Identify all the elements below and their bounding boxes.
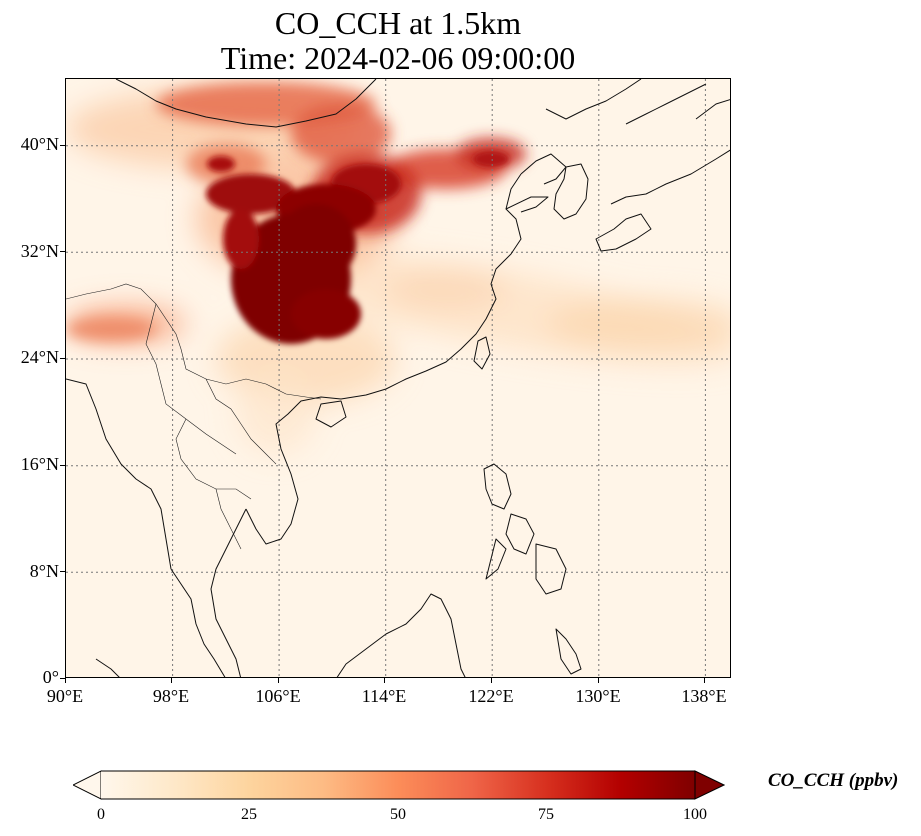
y-tick-label: 8°N: [29, 561, 59, 581]
y-tick-mark: [60, 145, 65, 146]
colorbar-tick-label: 100: [683, 806, 707, 823]
colorbar-tick-label: 25: [241, 806, 257, 823]
y-tick-mark: [60, 678, 65, 679]
colorbar: [73, 770, 725, 800]
y-tick-label: 32°N: [20, 241, 59, 261]
coastlines: [66, 79, 730, 677]
colorbar-extend-min: [73, 770, 102, 800]
y-tick-mark: [60, 251, 65, 252]
y-tick-label: 16°N: [20, 454, 59, 474]
colorbar-tick-label: 0: [97, 806, 105, 823]
x-tick-mark: [704, 678, 705, 683]
x-tick-mark: [65, 678, 66, 683]
y-tick-mark: [60, 358, 65, 359]
map-panel[interactable]: [65, 78, 731, 678]
y-tick-label: 40°N: [20, 134, 59, 154]
x-tick-label: 98°E: [152, 686, 190, 706]
x-tick-label: 90°E: [46, 686, 84, 706]
x-tick-label: 114°E: [361, 686, 407, 706]
map-subtitle: Time: 2024-02-06 09:00:00: [220, 40, 576, 76]
x-tick-mark: [384, 678, 385, 683]
y-tick-label: 0°: [42, 667, 59, 687]
x-tick-label: 122°E: [468, 686, 514, 706]
map-title: CO_CCH at 1.5km: [274, 5, 522, 41]
x-tick-mark: [491, 678, 492, 683]
x-tick-mark: [278, 678, 279, 683]
graticule: [66, 79, 730, 677]
y-tick-mark: [60, 465, 65, 466]
y-tick-mark: [60, 571, 65, 572]
x-tick-mark: [171, 678, 172, 683]
x-tick-mark: [598, 678, 599, 683]
colorbar-tick-label: 75: [538, 806, 554, 823]
colorbar-extend-max: [694, 770, 725, 800]
x-tick-label: 106°E: [255, 686, 301, 706]
colorbar-label: CO_CCH (ppbv): [768, 770, 899, 791]
colorbar-tick-label: 50: [390, 806, 406, 823]
y-tick-label: 24°N: [20, 347, 59, 367]
map-canvas[interactable]: [66, 79, 731, 678]
x-tick-label: 130°E: [575, 686, 621, 706]
colorbar-gradient: [101, 771, 695, 799]
x-tick-label: 138°E: [681, 686, 727, 706]
country-borders: [66, 283, 322, 550]
